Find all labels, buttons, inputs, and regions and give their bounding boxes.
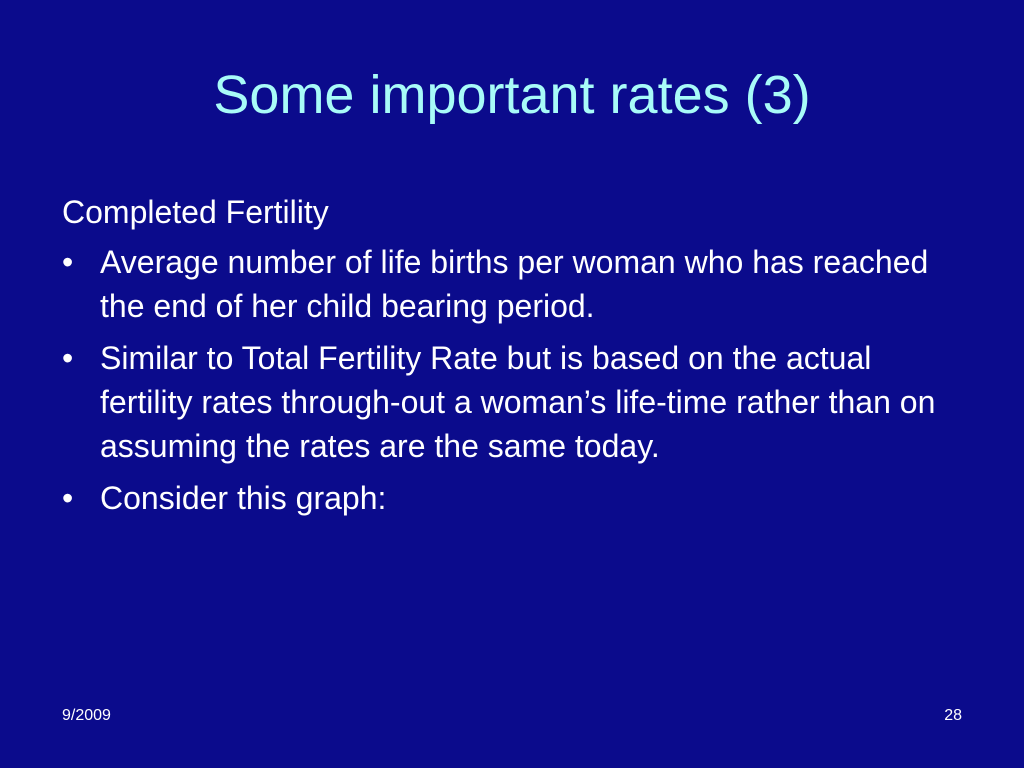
bullet-icon: •: [62, 480, 74, 516]
slide-title: Some important rates (3): [213, 65, 811, 125]
slide-body: Completed Fertility • Average number of …: [62, 190, 962, 528]
bullet-icon: •: [62, 340, 74, 376]
bullet-text-3: Consider this graph:: [100, 480, 387, 516]
bullet-text-2: Similar to Total Fertility Rate but is b…: [100, 340, 936, 464]
bullet-text-1: Average number of life births per woman …: [100, 244, 929, 324]
page-number: 28: [944, 707, 962, 724]
bullet-item-3: • Consider this graph:: [62, 476, 962, 520]
bullet-item-2: • Similar to Total Fertility Rate but is…: [62, 336, 962, 468]
bullet-icon: •: [62, 244, 74, 280]
section-heading: Completed Fertility: [62, 194, 329, 230]
footer-date: 9/2009: [62, 707, 111, 724]
bullet-item-1: • Average number of life births per woma…: [62, 240, 962, 328]
